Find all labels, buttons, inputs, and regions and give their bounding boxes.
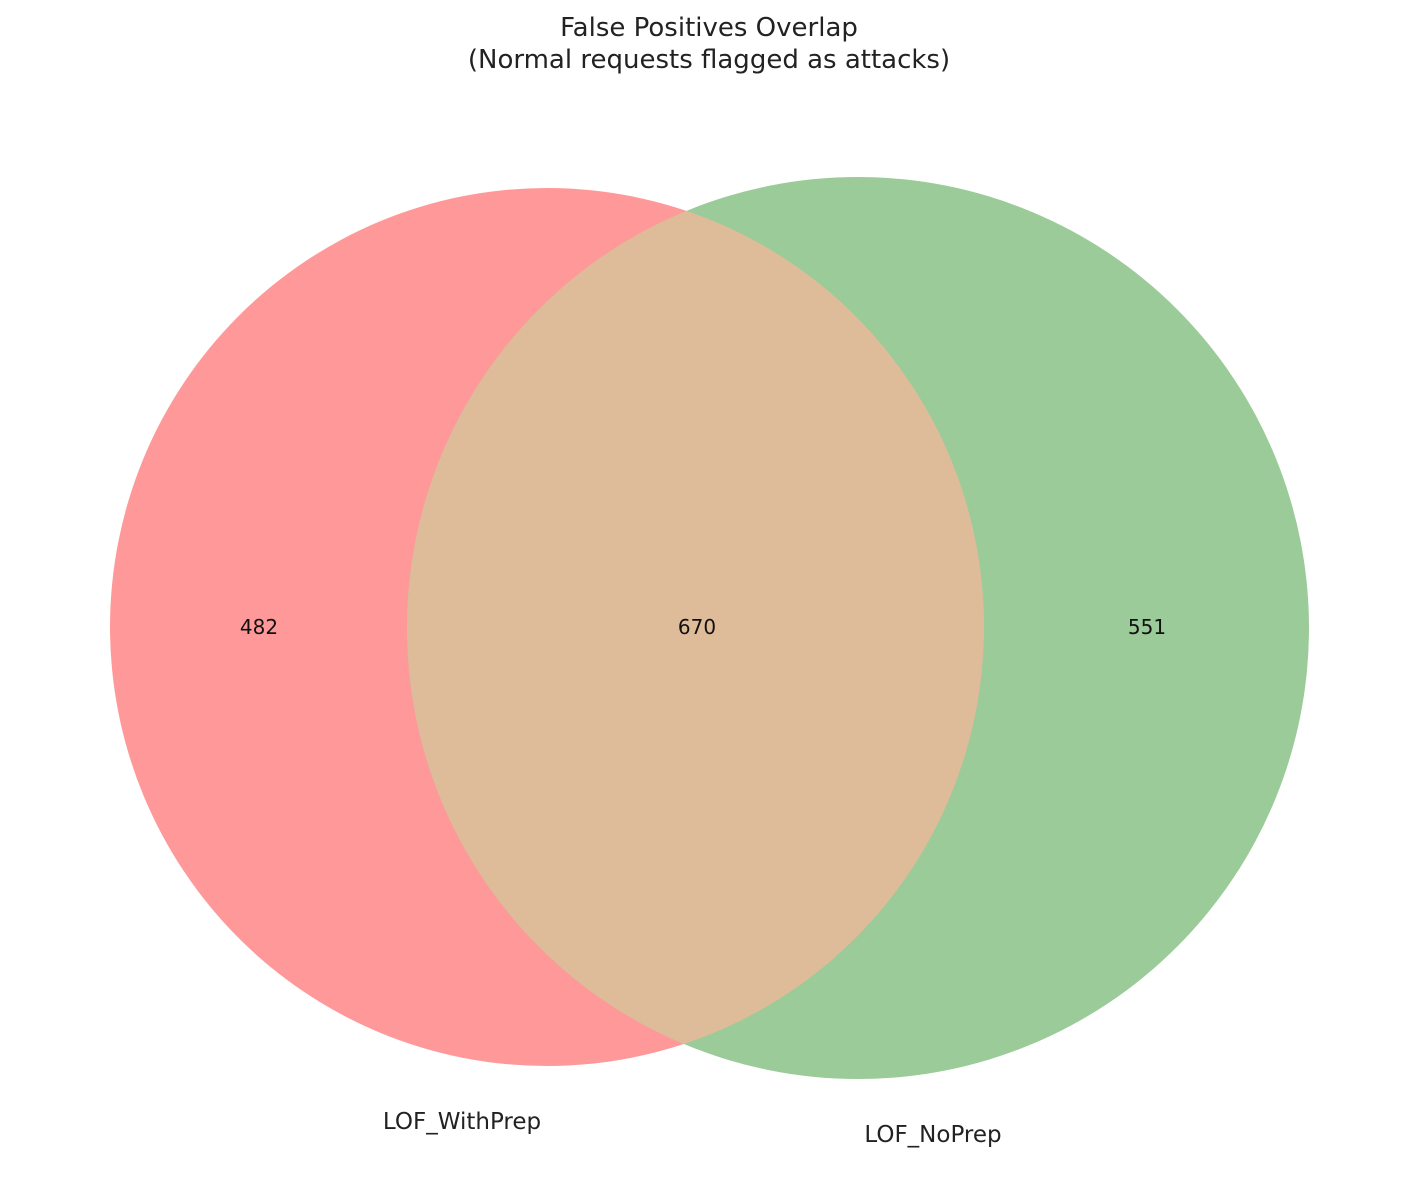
set-label-lof-noprep: LOF_NoPrep [864,1122,1001,1148]
count-intersection: 670 [678,615,716,639]
diagram-title-line-1: False Positives Overlap [560,13,858,43]
diagram-title-line-2: (Normal requests flagged as attacks) [468,45,950,75]
intersection-region [407,188,984,1066]
count-lof-withprep-only: 482 [240,615,278,639]
set-label-lof-withprep: LOF_WithPrep [383,1109,541,1135]
count-lof-noprep-only: 551 [1128,615,1166,639]
